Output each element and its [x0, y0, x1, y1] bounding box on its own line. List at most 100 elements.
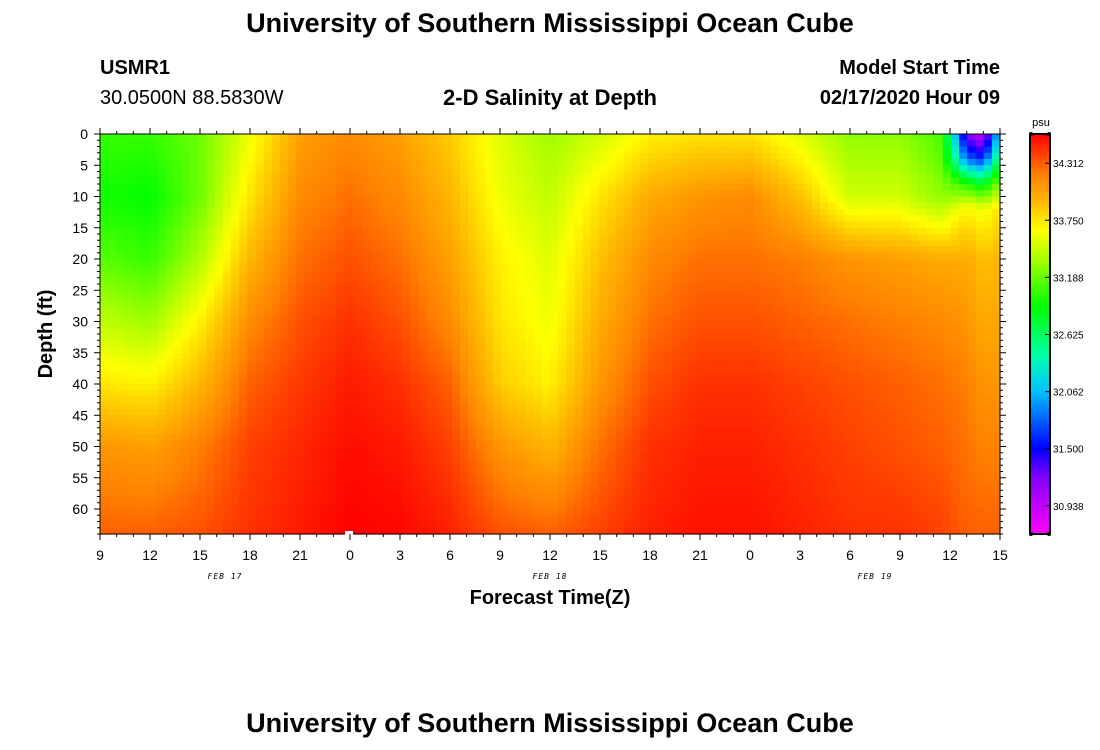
heatmap-cell [901, 202, 911, 210]
heatmap-cell [631, 346, 641, 354]
heatmap-cell [869, 171, 878, 179]
heatmap-cell [680, 296, 690, 304]
heatmap-cell [296, 340, 306, 348]
heatmap-cell [100, 184, 109, 191]
heatmap-cell [263, 184, 273, 191]
heatmap-cell [451, 159, 461, 166]
heatmap-cell [746, 409, 756, 416]
heatmap-cell [795, 377, 805, 385]
heatmap-cell [304, 284, 314, 291]
heatmap-cell [550, 252, 559, 260]
heatmap-cell [190, 327, 199, 335]
heatmap-cell [181, 146, 191, 154]
heatmap-cell [672, 302, 682, 310]
heatmap-cell [214, 190, 224, 198]
heatmap-cell [230, 240, 240, 248]
heatmap-cell [779, 315, 788, 323]
heatmap-cell [877, 265, 887, 273]
heatmap-cell [525, 152, 535, 160]
heatmap-cell [558, 221, 567, 229]
heatmap-cell [280, 146, 289, 154]
heatmap-cell [500, 396, 510, 404]
heatmap-cell [435, 296, 445, 304]
heatmap-cell [828, 352, 837, 360]
heatmap-cell [787, 315, 797, 323]
heatmap-cell [312, 415, 322, 423]
heatmap-cell [402, 215, 412, 223]
heatmap-cell [803, 327, 813, 335]
heatmap-cell [844, 309, 854, 316]
heatmap-cell [983, 134, 993, 141]
heatmap-cell [770, 296, 780, 304]
heatmap-cell [713, 302, 723, 310]
heatmap-cell [656, 340, 666, 348]
heatmap-cell [680, 390, 690, 398]
heatmap-cell [280, 177, 289, 185]
heatmap-cell [828, 359, 837, 366]
heatmap-cell [157, 240, 167, 248]
heatmap-cell [239, 327, 248, 335]
heatmap-cell [288, 240, 297, 248]
heatmap-cell [640, 359, 649, 366]
heatmap-cell [517, 302, 527, 310]
heatmap-cell [942, 202, 952, 210]
heatmap-cell [926, 396, 936, 404]
heatmap-cell [689, 171, 698, 179]
heatmap-cell [631, 377, 641, 385]
heatmap-cell [860, 265, 870, 273]
heatmap-cell [312, 165, 322, 173]
heatmap-cell [190, 384, 199, 391]
heatmap-cell [484, 352, 494, 360]
heatmap-cell [697, 346, 707, 354]
heatmap-cell [680, 177, 690, 185]
heatmap-cell [877, 252, 887, 260]
heatmap-cell [779, 140, 788, 148]
heatmap-cell [345, 377, 355, 385]
heatmap-cell [378, 209, 387, 216]
heatmap-cell [533, 215, 543, 223]
heatmap-cell [370, 190, 379, 198]
heatmap-cell [738, 396, 747, 404]
heatmap-cell [852, 302, 862, 310]
heatmap-cell [950, 234, 960, 241]
heatmap-cell [361, 202, 371, 210]
heatmap-cell [370, 184, 379, 191]
heatmap-cell [836, 284, 846, 291]
heatmap-cell [689, 390, 698, 398]
heatmap-cell [345, 315, 355, 323]
heatmap-cell [247, 346, 257, 354]
heatmap-cell [926, 271, 936, 279]
heatmap-cell [427, 396, 437, 404]
heatmap-cell [271, 202, 281, 210]
heatmap-cell [419, 165, 428, 173]
heatmap-cell [435, 240, 445, 248]
heatmap-cell [541, 221, 551, 229]
heatmap-cell [721, 277, 731, 285]
heatmap-cell [468, 296, 477, 304]
heatmap-cell [517, 165, 527, 173]
heatmap-cell [329, 221, 338, 229]
heatmap-cell [181, 415, 191, 423]
heatmap-cell [852, 359, 862, 366]
heatmap-cell [509, 365, 518, 373]
heatmap-cell [910, 165, 919, 173]
heatmap-cell [451, 402, 461, 410]
heatmap-cell [271, 315, 281, 323]
heatmap-cell [713, 277, 723, 285]
heatmap-cell [762, 352, 772, 360]
heatmap-cell [550, 302, 559, 310]
heatmap-cell [181, 234, 191, 241]
heatmap-cell [877, 171, 887, 179]
heatmap-cell [108, 221, 117, 229]
heatmap-cell [885, 377, 895, 385]
heatmap-cell [820, 315, 829, 323]
heatmap-cell [721, 265, 731, 273]
heatmap-cell [296, 409, 306, 416]
heatmap-cell [533, 352, 543, 360]
heatmap-cell [329, 184, 338, 191]
heatmap-cell [590, 309, 600, 316]
heatmap-cell [173, 390, 183, 398]
heatmap-cell [787, 190, 797, 198]
heatmap-cell [713, 221, 723, 229]
heatmap-cell [460, 234, 469, 241]
